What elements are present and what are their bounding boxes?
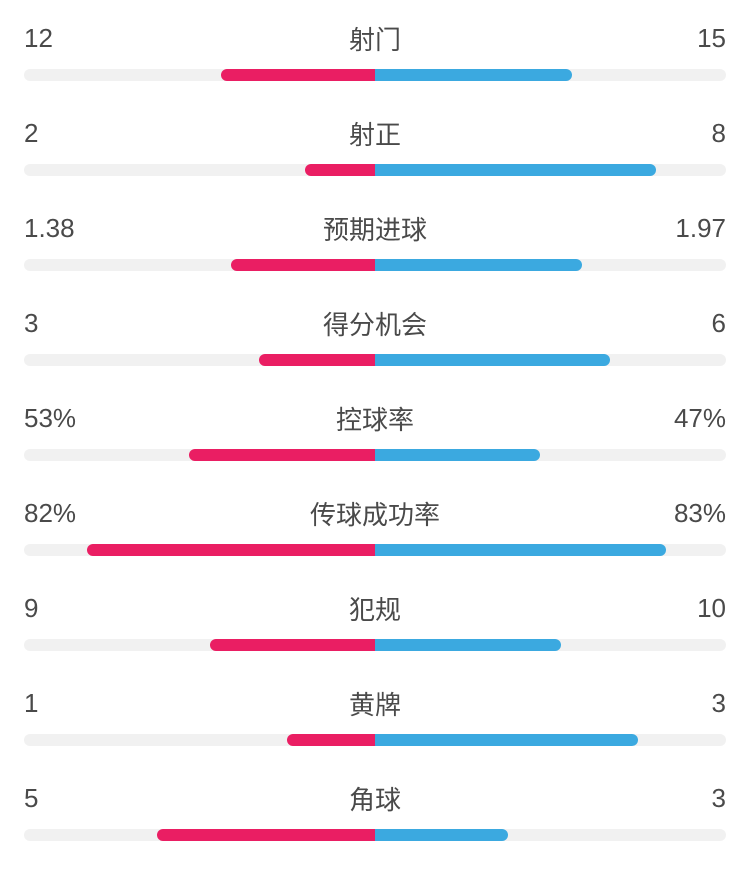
stat-bar-left-track [24,449,375,461]
stat-right-value: 83% [666,498,726,529]
stat-bar-right-fill [375,69,572,81]
stat-bar-left-fill [305,164,375,176]
stat-bar [24,734,726,746]
stat-bar-right-fill [375,734,638,746]
stat-bar-left-fill [189,449,375,461]
stat-bar [24,354,726,366]
stat-bar-right-track [375,449,726,461]
stat-left-value: 53% [24,403,84,434]
stat-bar-left-track [24,734,375,746]
stat-row: 1.38预期进球1.97 [24,210,726,271]
stat-labels: 2射正8 [24,115,726,152]
stat-left-value: 12 [24,23,84,54]
stat-row: 9犯规10 [24,590,726,651]
stat-bar [24,639,726,651]
stat-bar-left-track [24,354,375,366]
stat-bar-left-track [24,829,375,841]
stat-bar-left-track [24,544,375,556]
stat-row: 2射正8 [24,115,726,176]
stat-right-value: 1.97 [666,213,726,244]
stat-bar-left-fill [287,734,375,746]
stat-bar-right-fill [375,829,508,841]
stat-left-value: 3 [24,308,84,339]
stat-right-value: 3 [666,783,726,814]
stat-labels: 5角球3 [24,780,726,817]
stat-right-value: 8 [666,118,726,149]
stat-left-value: 1 [24,688,84,719]
stat-left-value: 2 [24,118,84,149]
stat-name: 黄牌 [84,685,666,722]
stat-bar-right-track [375,69,726,81]
stat-bar [24,449,726,461]
stat-right-value: 3 [666,688,726,719]
stat-bar-right-fill [375,449,540,461]
stat-bar [24,164,726,176]
stat-right-value: 47% [666,403,726,434]
stat-bar-left-track [24,164,375,176]
stat-bar-left-fill [231,259,375,271]
stat-name: 控球率 [84,400,666,437]
stat-bar-right-fill [375,639,561,651]
stat-name: 传球成功率 [84,495,666,532]
stat-right-value: 10 [666,593,726,624]
stat-bar-right-fill [375,259,582,271]
stat-bar-left-track [24,259,375,271]
stat-labels: 82%传球成功率83% [24,495,726,532]
stat-bar-right-fill [375,354,610,366]
stat-left-value: 1.38 [24,213,84,244]
stat-bar [24,544,726,556]
stat-labels: 1.38预期进球1.97 [24,210,726,247]
stat-name: 得分机会 [84,305,666,342]
stat-bar [24,69,726,81]
stat-left-value: 5 [24,783,84,814]
stat-bar-left-track [24,639,375,651]
stat-labels: 12射门15 [24,20,726,57]
stat-row: 82%传球成功率83% [24,495,726,556]
stat-name: 射门 [84,20,666,57]
stat-bar-right-track [375,544,726,556]
stat-bar-left-fill [259,354,375,366]
stat-name: 角球 [84,780,666,817]
stat-name: 预期进球 [84,210,666,247]
stat-bar [24,829,726,841]
stat-bar-right-track [375,164,726,176]
stat-bar [24,259,726,271]
stat-right-value: 6 [666,308,726,339]
stat-bar-left-fill [221,69,375,81]
stat-row: 5角球3 [24,780,726,841]
stat-bar-left-fill [157,829,375,841]
stat-bar-right-track [375,734,726,746]
stat-bar-left-track [24,69,375,81]
stat-bar-right-track [375,829,726,841]
stat-bar-right-fill [375,164,656,176]
stat-name: 犯规 [84,590,666,627]
stat-left-value: 82% [24,498,84,529]
stat-bar-right-track [375,639,726,651]
stat-bar-left-fill [210,639,375,651]
stat-right-value: 15 [666,23,726,54]
stat-row: 53%控球率47% [24,400,726,461]
stat-labels: 9犯规10 [24,590,726,627]
stat-left-value: 9 [24,593,84,624]
stat-name: 射正 [84,115,666,152]
stat-row: 1黄牌3 [24,685,726,746]
stat-bar-left-fill [87,544,375,556]
stat-labels: 3得分机会6 [24,305,726,342]
match-stats-list: 12射门152射正81.38预期进球1.973得分机会653%控球率47%82%… [24,20,726,841]
stat-row: 3得分机会6 [24,305,726,366]
stat-bar-right-track [375,354,726,366]
stat-labels: 1黄牌3 [24,685,726,722]
stat-bar-right-fill [375,544,666,556]
stat-bar-right-track [375,259,726,271]
stat-row: 12射门15 [24,20,726,81]
stat-labels: 53%控球率47% [24,400,726,437]
